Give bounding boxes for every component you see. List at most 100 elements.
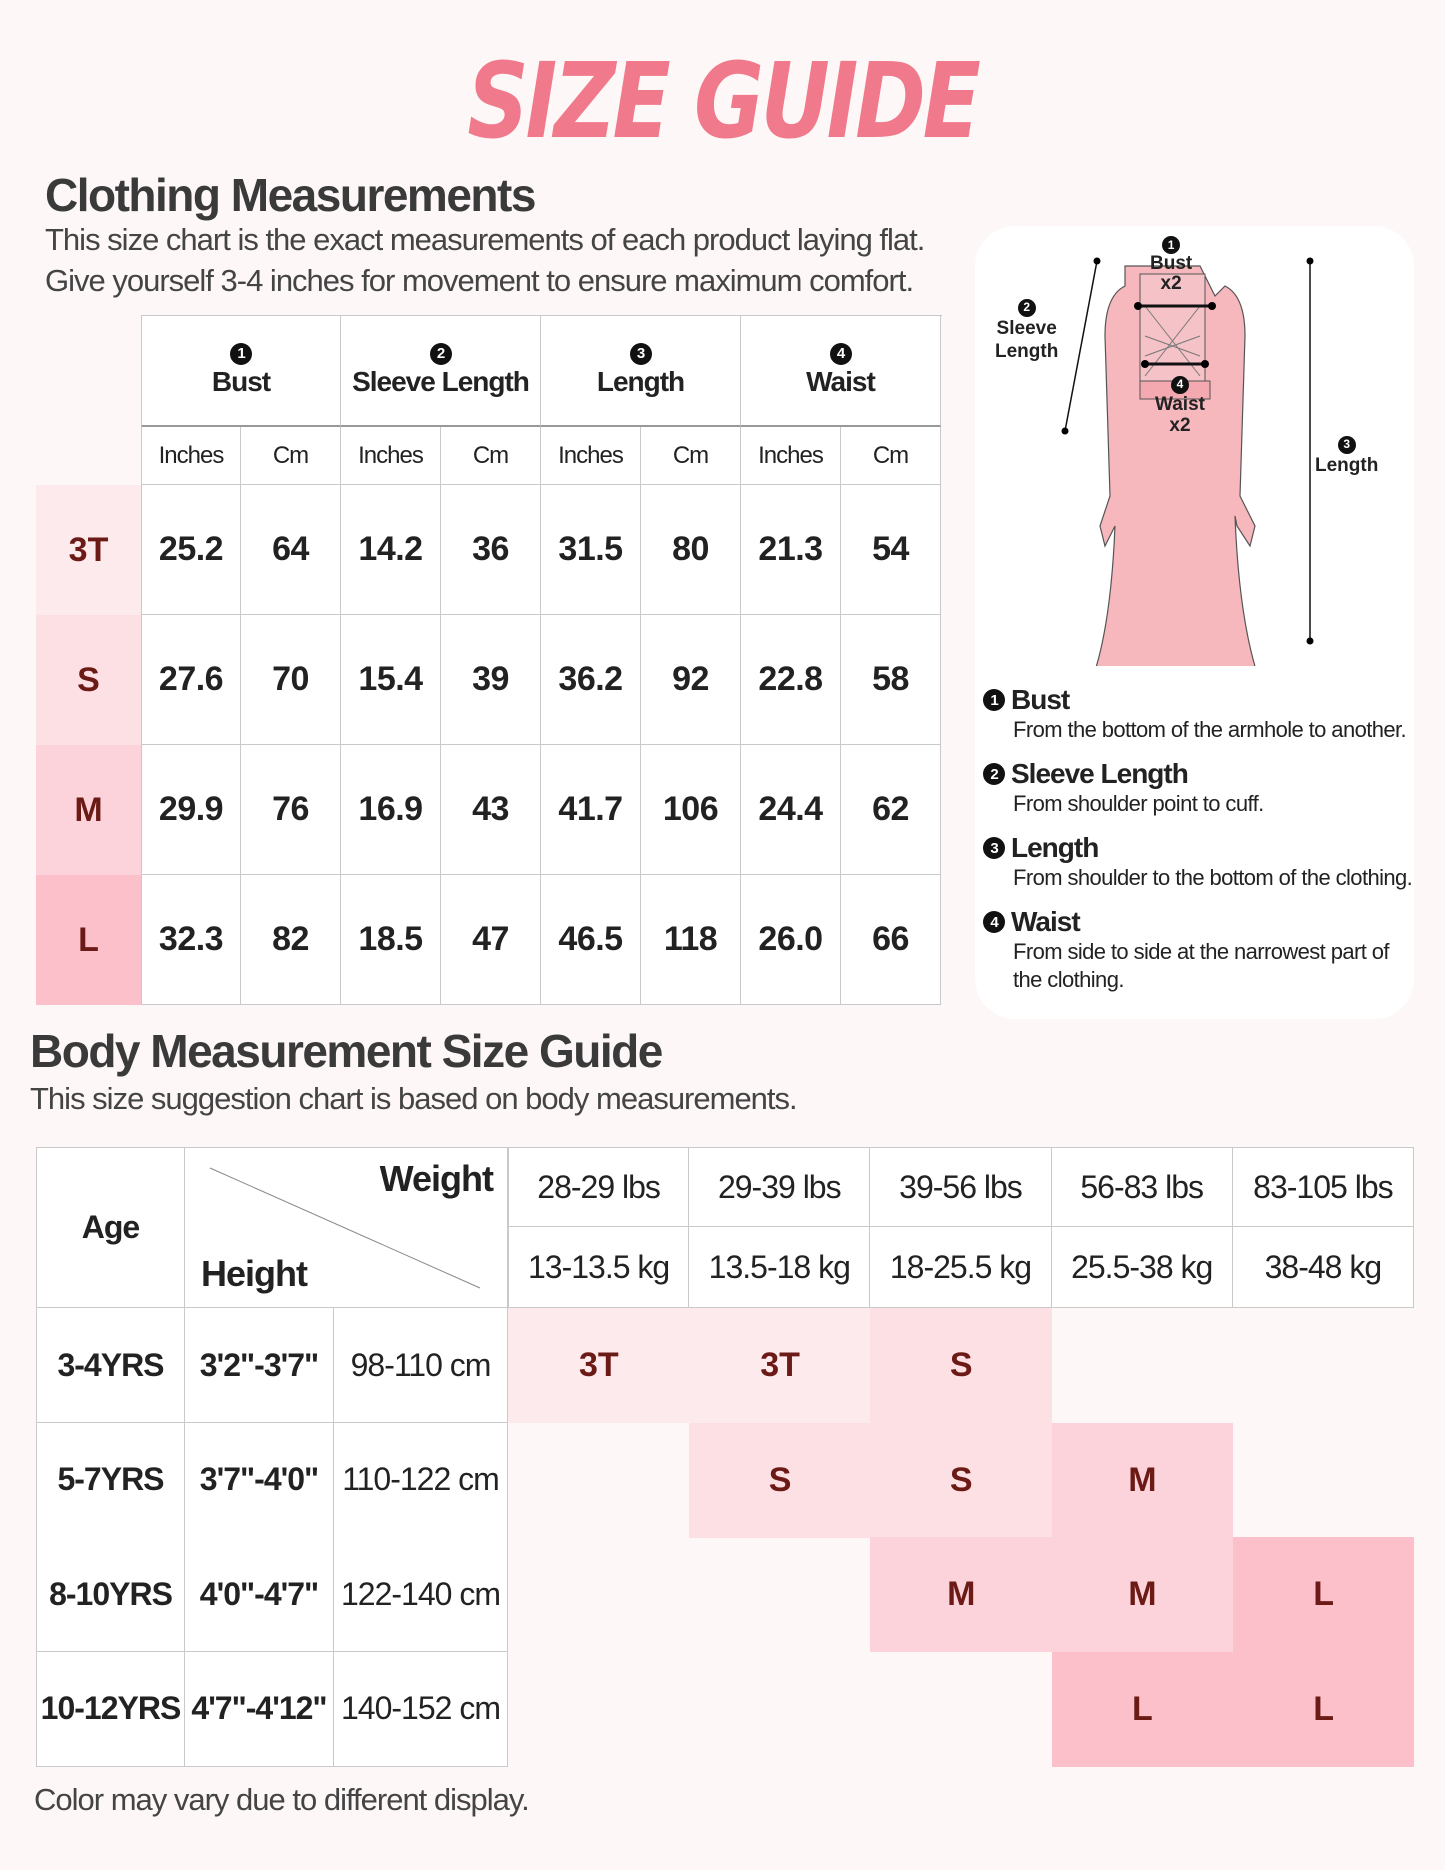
- size-label: L: [36, 875, 141, 1005]
- unit-header: Inches: [741, 427, 841, 485]
- measurement-cell: 16.9: [341, 745, 441, 875]
- measurement-cell: 47: [441, 875, 541, 1005]
- column-label: Waist: [806, 365, 876, 397]
- measurement-cell: 24.4: [741, 745, 841, 875]
- height-label: Height: [201, 1253, 308, 1294]
- description-title-text: Waist: [1011, 906, 1081, 937]
- number-3-icon: 3: [629, 342, 652, 365]
- age-header: Age: [36, 1147, 185, 1308]
- measurement-cell: 22.8: [741, 615, 841, 745]
- diagonal-divider: [209, 1167, 481, 1289]
- waist-label: 4 Waist x2: [1155, 375, 1205, 436]
- description-title: 3 Length: [983, 832, 1413, 864]
- measurement-cell: 66: [841, 875, 941, 1005]
- measurement-cell: 39: [441, 615, 541, 745]
- measurement-cell: 32.3: [141, 875, 241, 1005]
- measurement-cell: 15.4: [341, 615, 441, 745]
- recommended-size: S: [689, 1422, 871, 1538]
- weight-kg-header: 18-25.5 kg: [870, 1227, 1052, 1308]
- age-cell: 10-12YRS: [36, 1651, 185, 1767]
- dress-diagram-icon: [1061, 257, 1314, 666]
- measurement-cell: 21.3: [741, 485, 841, 615]
- measurement-cell: 46.5: [541, 875, 641, 1005]
- recommended-size: M: [870, 1537, 1053, 1652]
- description-3: 3 Length From shoulder to the bottom of th…: [983, 832, 1413, 892]
- weight-kg-header: 38-48 kg: [1232, 1227, 1414, 1308]
- weight-lbs-header: 39-56 lbs: [870, 1147, 1052, 1227]
- description-title: 1 Bust: [983, 684, 1413, 716]
- measurement-cell: 92: [641, 615, 741, 745]
- number-1-icon: 1: [230, 342, 252, 365]
- diagram-panel: 1 Bust x2 2 Sleeve Length 4 Waist x2 3 Length 1…: [975, 226, 1414, 1019]
- age-cell: 3-4YRS: [36, 1308, 185, 1423]
- clothing-heading: Clothing Measurements: [45, 169, 536, 221]
- recommended-size: L: [1232, 1537, 1415, 1652]
- bust-label: 1 Bust x2: [1150, 236, 1193, 294]
- measurement-cell: 70: [241, 615, 341, 745]
- weight-kg-header: 13-13.5 kg: [508, 1227, 690, 1308]
- recommended-size: L: [1051, 1651, 1234, 1767]
- weight-lbs-header: 29-39 lbs: [689, 1147, 871, 1227]
- recommended-size: 3T: [508, 1308, 690, 1423]
- weight-lbs-header: 28-29 lbs: [508, 1147, 690, 1227]
- height-ft-cell: 4'0"-4'7": [185, 1537, 334, 1652]
- number-2-icon: 2: [983, 763, 1005, 785]
- description-2: 2 Sleeve Length From shoulder point to cuf…: [983, 758, 1413, 818]
- height-cm-cell: 110-122 cm: [334, 1422, 508, 1538]
- height-cm-cell: 98-110 cm: [334, 1308, 508, 1423]
- measurement-cell: 58: [841, 615, 941, 745]
- measurement-cell: 36: [441, 485, 541, 615]
- measurement-cell: 80: [641, 485, 741, 615]
- footer-note: Color may vary due to different display.: [34, 1782, 530, 1817]
- height-ft-cell: 3'2"-3'7": [185, 1308, 334, 1423]
- measurement-cell: 64: [241, 485, 341, 615]
- measurement-cell: 118: [641, 875, 741, 1005]
- measurement-cell: 43: [441, 745, 541, 875]
- description-text: From shoulder point to cuff.: [1013, 791, 1264, 816]
- column-header-sleeve-length: 2 Sleeve Length: [341, 316, 541, 427]
- unit-header: Cm: [841, 427, 941, 485]
- size-label: S: [36, 615, 141, 745]
- weight-kg-header: 25.5-38 kg: [1051, 1227, 1233, 1308]
- recommended-size: M: [1051, 1537, 1234, 1652]
- number-4-icon: 4: [829, 342, 852, 365]
- measurement-cell: 27.6: [141, 615, 241, 745]
- height-ft-cell: 3'7"-4'0": [185, 1422, 334, 1538]
- description-text: From shoulder to the bottom of the cloth…: [1013, 865, 1413, 890]
- column-label: Sleeve Length: [352, 365, 530, 397]
- number-3-icon: 3: [983, 837, 1005, 859]
- sleeve-label: 2 Sleeve Length: [995, 298, 1059, 362]
- description-title-text: Sleeve Length: [1011, 758, 1189, 789]
- column-header-waist: 4 Waist: [741, 316, 941, 427]
- description-title-text: Length: [1011, 832, 1099, 863]
- measurement-cell: 54: [841, 485, 941, 615]
- description-title: 2 Sleeve Length: [983, 758, 1413, 790]
- unit-header: Cm: [641, 427, 741, 485]
- body-heading: Body Measurement Size Guide: [30, 1025, 663, 1077]
- description-title-text: Bust: [1011, 684, 1070, 715]
- column-header-bust: 1 Bust: [141, 316, 341, 427]
- weight-height-header: Weight Height: [185, 1147, 508, 1308]
- length-label: 3 Length: [1315, 435, 1379, 476]
- measurement-cell: 41.7: [541, 745, 641, 875]
- number-2-icon: 2: [429, 342, 452, 365]
- measurement-cell: 106: [641, 745, 741, 875]
- description-4: 4 Waist From side to side at the narrowest…: [983, 906, 1413, 994]
- unit-header: Cm: [241, 427, 341, 485]
- column-header-length: 3 Length: [541, 316, 741, 427]
- unit-header: Inches: [141, 427, 241, 485]
- weight-lbs-header: 83-105 lbs: [1232, 1147, 1414, 1227]
- height-cm-cell: 122-140 cm: [334, 1537, 508, 1652]
- recommended-size: M: [1051, 1422, 1234, 1538]
- measurement-cell: 29.9: [141, 745, 241, 875]
- measurement-cell: 82: [241, 875, 341, 1005]
- measurement-cell: 18.5: [341, 875, 441, 1005]
- measurement-cell: 14.2: [341, 485, 441, 615]
- recommended-size: S: [870, 1422, 1053, 1538]
- unit-header: Inches: [341, 427, 441, 485]
- number-1-icon: 1: [983, 689, 1005, 711]
- measurement-cell: 25.2: [141, 485, 241, 615]
- clothing-line2: Give yourself 3-4 inches for movement to…: [45, 263, 914, 298]
- description-text: From side to side at the narrowest part …: [1013, 939, 1389, 992]
- age-cell: 5-7YRS: [36, 1422, 185, 1538]
